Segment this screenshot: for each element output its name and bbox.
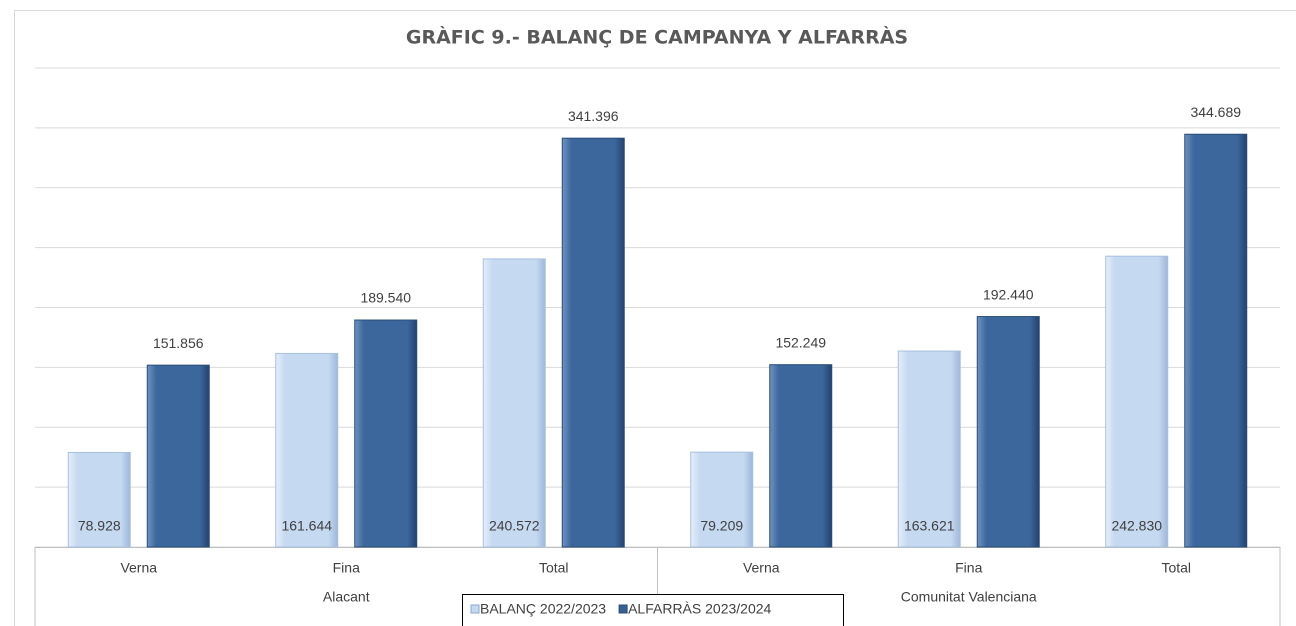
data-label: 151.856: [153, 335, 204, 351]
chart-title: GRÀFIC 9.- BALANÇ DE CAMPANYA Y ALFARRÀS: [406, 26, 908, 49]
data-label: 152.249: [775, 334, 826, 350]
bar: [769, 364, 833, 548]
data-label: 240.572: [489, 518, 540, 534]
bar: [976, 316, 1040, 548]
group-label: Alacant: [323, 589, 370, 605]
bar: [561, 137, 625, 548]
x-tick-label: Verna: [743, 560, 780, 576]
data-label: 341.396: [568, 108, 619, 124]
bar: [482, 258, 546, 548]
chart-border: [14, 10, 1296, 626]
data-label: 344.689: [1190, 104, 1241, 120]
bar: [690, 451, 754, 548]
bar: [354, 319, 418, 548]
legend-swatch: [470, 604, 480, 614]
x-tick-label: Fina: [333, 560, 360, 576]
bar: [275, 352, 339, 548]
x-tick-label: Total: [539, 560, 569, 576]
x-tick-label: Verna: [120, 560, 157, 576]
data-label: 78.928: [78, 518, 121, 534]
bar: [146, 364, 210, 548]
bar: [1105, 255, 1169, 548]
data-label: 163.621: [904, 518, 955, 534]
group-label: Comunitat Valenciana: [901, 589, 1037, 605]
bar: [897, 350, 961, 548]
legend-box: [462, 594, 844, 626]
data-label: 192.440: [983, 286, 1034, 302]
x-tick-label: Total: [1161, 560, 1191, 576]
bar: [1184, 133, 1248, 548]
legend: BALANÇ 2022/2023 ALFARRÀS 2023/2024: [462, 594, 844, 626]
data-label: 189.540: [360, 290, 411, 306]
data-label: 242.830: [1111, 518, 1162, 534]
legend-label: BALANÇ 2022/2023: [480, 601, 606, 617]
data-label: 79.209: [700, 518, 743, 534]
legend-label: ALFARRÀS 2023/2024: [628, 601, 771, 617]
x-tick-label: Fina: [955, 560, 982, 576]
legend-swatch: [618, 604, 628, 614]
data-label: 161.644: [281, 518, 332, 534]
bar: [67, 451, 131, 548]
